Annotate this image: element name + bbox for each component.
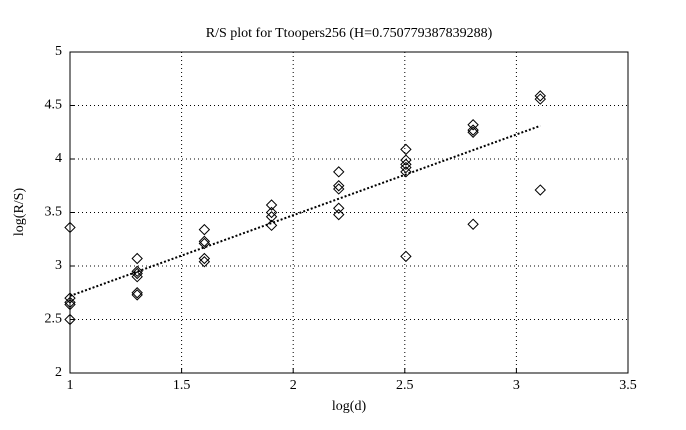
data-point: [131, 265, 143, 278]
y-axis-label: log(R/S): [12, 188, 27, 237]
y-tick-label: 4.5: [45, 98, 63, 113]
data-point: [400, 250, 412, 263]
data-point: [265, 199, 278, 211]
data-point: [64, 221, 76, 234]
data-point: [333, 180, 345, 192]
data-point: [198, 256, 211, 268]
data-point: [64, 292, 76, 304]
data-point: [534, 90, 546, 102]
x-tick-label: 2: [290, 378, 297, 393]
data-point: [265, 219, 278, 232]
data-point: [333, 208, 345, 221]
data-point: [64, 296, 76, 309]
plot-frame: [69, 51, 629, 374]
x-tick-label: 1.5: [173, 378, 191, 393]
x-tick-label: 3.5: [619, 378, 637, 393]
y-tick-label: 5: [55, 44, 62, 59]
data-point: [198, 252, 211, 265]
data-point: [400, 161, 412, 174]
data-point: [400, 158, 412, 171]
data-point: [333, 202, 345, 214]
data-point: [64, 298, 76, 311]
data-point: [400, 154, 412, 166]
data-point: [400, 166, 412, 178]
y-tick-label: 2.5: [45, 312, 63, 327]
data-point: [265, 211, 278, 223]
y-tick-label: 3: [55, 258, 62, 273]
data-point: [467, 218, 479, 230]
y-tick-label: 3.5: [45, 205, 63, 220]
data-point: [467, 124, 479, 136]
data-point: [333, 166, 345, 178]
fit-line: [69, 124, 541, 297]
data-point: [131, 287, 143, 299]
x-tick-label: 3: [513, 378, 520, 393]
data-point: [534, 93, 546, 105]
data-point: [198, 237, 211, 250]
data-point: [467, 119, 479, 131]
data-point: [265, 206, 278, 219]
chart-title: R/S plot for Ttoopers256 (H=0.7507793878…: [206, 26, 493, 41]
x-tick-label: 2.5: [396, 378, 414, 393]
data-point: [198, 235, 211, 248]
data-point: [333, 183, 345, 195]
data-point: [131, 289, 143, 301]
data-point: [131, 270, 143, 283]
y-tick-label: 2: [55, 365, 62, 380]
data-point: [198, 223, 211, 236]
y-tick-label: 4: [55, 151, 62, 166]
data-point: [467, 126, 479, 138]
data-point: [64, 313, 76, 326]
x-tick-label: 1: [67, 378, 74, 393]
data-point: [131, 252, 143, 265]
data-point: [534, 184, 546, 196]
x-axis-label: log(d): [332, 399, 367, 414]
